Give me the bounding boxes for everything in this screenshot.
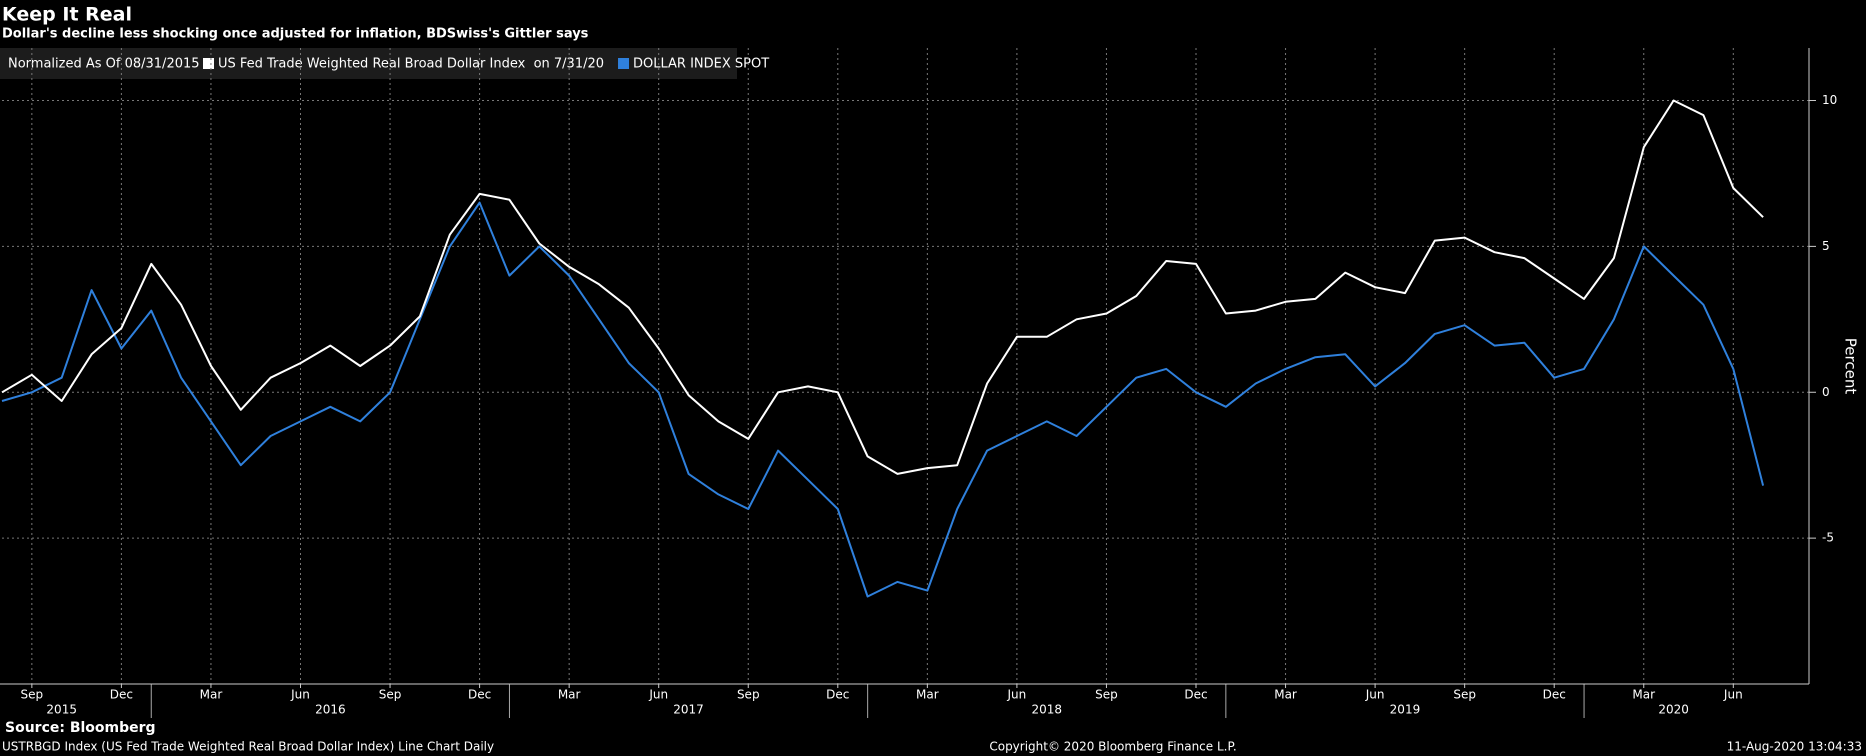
x-tick-label: Sep [737,688,760,702]
x-tick-label: Jun [1365,688,1385,702]
legend-swatch [618,58,630,69]
x-tick-label: Dec [468,688,491,702]
chart-subtitle: Dollar's decline less shocking once adju… [2,27,589,42]
year-label: 2016 [315,703,346,717]
x-tick-label: Sep [379,688,402,702]
x-tick-label: Mar [916,688,939,702]
x-tick-label: Sep [21,688,44,702]
footer-right: 11-Aug-2020 13:04:33 [1727,740,1862,754]
x-tick-label: Mar [1632,688,1655,702]
x-tick-label: Sep [1095,688,1118,702]
y-tick-label: -5 [1822,531,1834,545]
x-tick-label: Sep [1453,688,1476,702]
year-label: 2020 [1658,703,1689,717]
year-label: 2015 [46,703,77,717]
chart-title: Keep It Real [2,4,132,26]
legend-note: Normalized As Of 08/31/2015 [8,57,200,72]
legend-box [0,48,737,79]
y-tick-label: 5 [1822,239,1830,253]
year-label: 2017 [673,703,704,717]
legend-label: US Fed Trade Weighted Real Broad Dollar … [218,57,604,72]
x-tick-label: Jun [290,688,310,702]
series-line [1,201,1765,598]
footer-left: USTRBGD Index (US Fed Trade Weighted Rea… [2,740,494,754]
x-tick-label: Jun [1007,688,1027,702]
legend-swatch [203,58,214,69]
x-tick-label: Mar [200,688,223,702]
x-tick-label: Dec [1543,688,1566,702]
x-tick-label: Jun [648,688,668,702]
year-label: 2018 [1031,703,1062,717]
legend: US Fed Trade Weighted Real Broad Dollar … [203,57,769,72]
series-line [1,99,1764,475]
y-tick-label: 10 [1822,93,1837,107]
y-tick-label: 0 [1822,385,1830,399]
year-label: 2019 [1390,703,1421,717]
footer-center: Copyright© 2020 Bloomberg Finance L.P. [989,740,1236,754]
x-tick-label: Dec [826,688,849,702]
x-tick-label: Jun [1723,688,1743,702]
x-tick-label: Mar [558,688,581,702]
legend-label: DOLLAR INDEX SPOT [633,57,769,72]
x-tick-label: Dec [110,688,133,702]
x-tick-label: Dec [1184,688,1207,702]
y-axis-label: Percent [1842,338,1860,395]
x-tick-label: Mar [1274,688,1297,702]
source: Source: Bloomberg [5,720,156,736]
